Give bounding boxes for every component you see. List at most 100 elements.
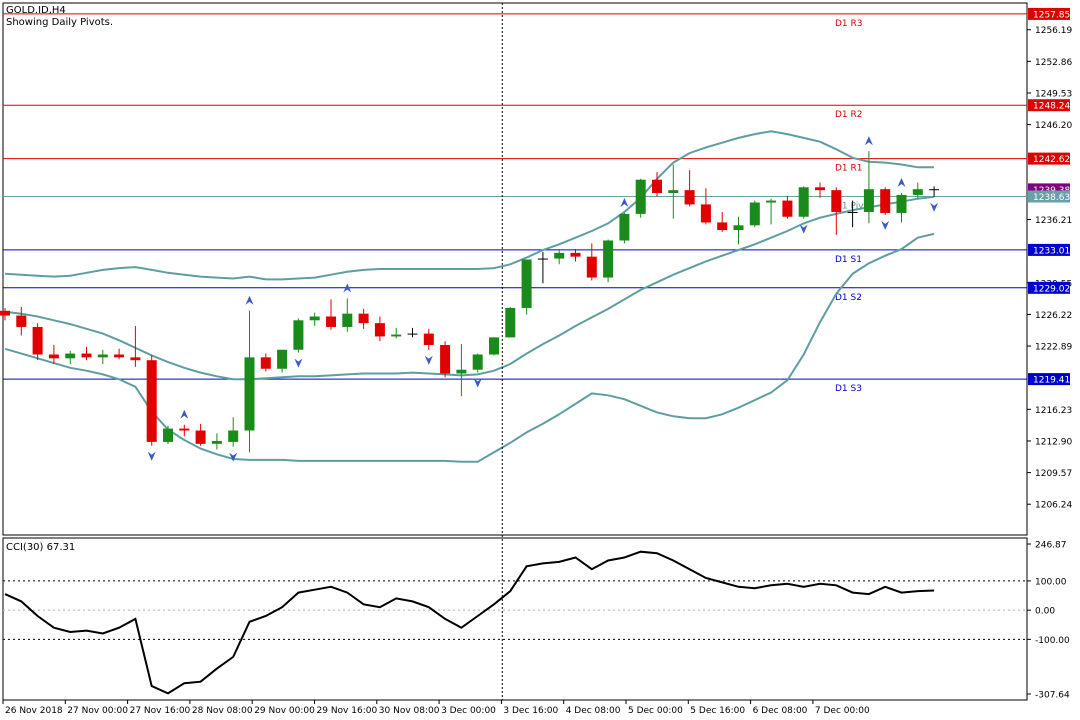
time-tick-label: 28 Nov 08:00 xyxy=(192,706,253,716)
bollinger-bands xyxy=(4,130,935,463)
price-tick-label: 1249.53 xyxy=(1035,89,1072,99)
candle-body xyxy=(228,430,239,442)
time-tick-label: 6 Dec 08:00 xyxy=(753,706,808,716)
fractal-up-arrow xyxy=(245,295,254,305)
candle-body xyxy=(32,326,43,355)
cci-tick-label: 0.00 xyxy=(1035,607,1055,617)
price-tick-label: 1222.89 xyxy=(1035,343,1072,353)
fractal-up-arrow xyxy=(180,409,189,419)
candle-body xyxy=(244,357,255,431)
pivot-line-label: D1 S2 xyxy=(835,293,862,303)
candle-body xyxy=(586,256,597,278)
candle-body xyxy=(782,200,793,217)
candle-body xyxy=(114,354,125,358)
candle-body xyxy=(929,189,940,191)
price-tick-label: 1226.22 xyxy=(1035,311,1072,321)
fractal-up-arrow xyxy=(897,178,906,187)
band-upper xyxy=(4,130,935,281)
pivot-subtitle: Showing Daily Pivots. xyxy=(6,17,113,28)
candle-body xyxy=(505,307,516,338)
candle-body xyxy=(326,316,336,327)
price-tag-label: 1229.02 xyxy=(1033,284,1070,294)
candle-body xyxy=(342,313,353,327)
price-tick-label: 1256.19 xyxy=(1035,26,1072,36)
time-tick-label: 30 Nov 08:00 xyxy=(379,706,440,716)
fractal-down-arrow xyxy=(799,224,808,234)
price-tag-box xyxy=(1028,243,1070,256)
time-tick-label: 3 Dec 16:00 xyxy=(503,706,558,716)
time-tick-label: 7 Dec 00:00 xyxy=(815,706,870,716)
pivot-line-label: D1 Pivot xyxy=(835,202,873,212)
pivot-lines: D1 R3 D1 R2 D1 R1 D1 Pivot D1 S1 D1 S2 D1 S3 xyxy=(3,13,1027,394)
candle-body xyxy=(293,320,304,350)
candle-body xyxy=(391,334,402,337)
candle-body xyxy=(847,212,858,213)
candle-body xyxy=(195,430,206,444)
time-tick-label: 3 Dec 00:00 xyxy=(441,706,496,716)
price-tag-label: 1233.01 xyxy=(1033,246,1070,256)
price-tag-box xyxy=(1028,7,1070,20)
price-tick-label: 1252.86 xyxy=(1035,58,1072,68)
cci-line xyxy=(4,550,935,695)
price-panel[interactable]: D1 R3 D1 R2 D1 R1 D1 Pivot D1 S1 D1 S2 D1 S3 1… xyxy=(0,2,1072,536)
candle-body xyxy=(603,240,614,278)
candle-body xyxy=(733,225,744,231)
pivot-line-label: D1 R2 xyxy=(835,110,863,120)
fractal-markers xyxy=(147,136,939,462)
candle-body xyxy=(537,258,548,260)
candle-body xyxy=(260,357,271,369)
pivot-line-label: D1 S1 xyxy=(835,255,862,265)
candle-body xyxy=(684,190,695,205)
cci-panel[interactable]: 246.87 100.00 0.00 -100.00 -307.64 CCI(30) 6… xyxy=(2,537,1070,701)
pivot-line-label: D1 R1 xyxy=(835,164,863,174)
candle-body xyxy=(635,179,646,214)
price-tick-label: 1246.20 xyxy=(1035,121,1072,131)
candle-body xyxy=(277,349,288,369)
cci-tick-label: -100.00 xyxy=(1035,636,1070,646)
price-tag-box xyxy=(1028,152,1070,165)
candle-body xyxy=(309,316,320,321)
time-tick-label: 27 Nov 00:00 xyxy=(67,706,128,716)
candle-body xyxy=(896,194,907,213)
candle-body xyxy=(472,354,483,370)
candle-body xyxy=(749,202,760,226)
price-tick-label: 1212.90 xyxy=(1035,437,1072,447)
candle-body xyxy=(652,179,662,193)
fractal-down-arrow xyxy=(881,220,890,230)
cci-tick-label: 246.87 xyxy=(1035,541,1067,551)
candle-body xyxy=(146,360,157,442)
time-tick-label: 29 Nov 00:00 xyxy=(254,706,315,716)
candle-body xyxy=(912,189,923,195)
pivot-line-label: D1 R3 xyxy=(835,19,863,29)
symbol-label: GOLD.ID,H4 xyxy=(6,5,66,16)
fractal-up-arrow xyxy=(343,283,352,293)
fractal-down-arrow xyxy=(147,451,156,461)
price-tick-label: 1209.57 xyxy=(1035,469,1072,479)
time-tick-label: 26 Nov 2018 xyxy=(5,706,63,716)
candle-body xyxy=(374,323,385,337)
candle-body xyxy=(554,252,565,259)
candle-body xyxy=(831,190,842,212)
candle-body xyxy=(358,313,369,324)
fractal-down-arrow xyxy=(229,452,238,462)
price-tag-label: 1257.85 xyxy=(1033,10,1070,20)
fractal-up-arrow xyxy=(864,136,873,146)
price-tag-box xyxy=(1028,281,1070,294)
cci-label: CCI(30) 67.31 xyxy=(6,542,75,553)
cci-tick-label: 100.00 xyxy=(1035,577,1067,587)
time-axis: 26 Nov 2018 27 Nov 00:00 27 Nov 16:00 28 No… xyxy=(2,700,870,716)
candle-body xyxy=(48,354,59,359)
candle-body xyxy=(97,354,108,358)
price-tag-box xyxy=(1028,373,1070,386)
time-tick-label: 27 Nov 16:00 xyxy=(130,706,191,716)
candle-body xyxy=(521,259,532,308)
candle-body xyxy=(815,187,825,191)
candle-body xyxy=(81,353,92,358)
price-tag-box xyxy=(1028,99,1070,112)
candle-body xyxy=(0,310,10,316)
candle-body xyxy=(668,190,679,193)
candle-body xyxy=(130,357,141,361)
candle-body xyxy=(65,353,76,359)
fractal-down-arrow xyxy=(473,378,482,388)
